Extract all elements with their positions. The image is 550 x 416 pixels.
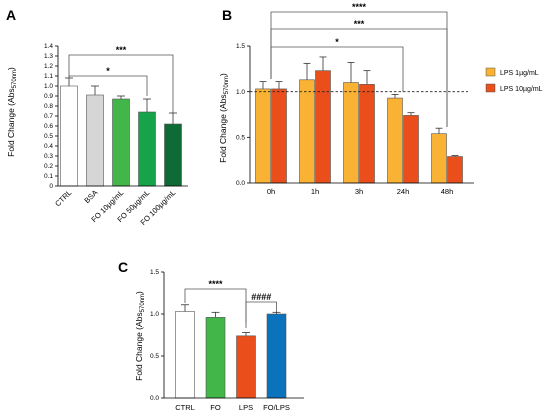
- bar: [138, 111, 156, 187]
- significance-label-1: ***: [354, 19, 365, 29]
- y-axis-label: Fold Change (Abs570nm): [134, 291, 146, 381]
- y-tick-label: 1.0: [150, 311, 159, 318]
- bar: [164, 123, 182, 187]
- significance-bracket-1: [68, 54, 174, 115]
- bar-series-2: [359, 84, 375, 184]
- y-tick-label: 1.1: [44, 73, 53, 80]
- x-tick-label: 48h: [441, 187, 454, 196]
- significance-label-0: ****: [208, 279, 223, 289]
- bar: [60, 85, 78, 187]
- x-tick-label: 3h: [355, 187, 363, 196]
- x-tick-label: FO: [210, 403, 221, 412]
- bar-series-1: [387, 97, 403, 184]
- bar-series-2: [403, 115, 419, 184]
- legend-swatch: [485, 83, 496, 93]
- y-tick-label: 1.4: [44, 43, 53, 50]
- y-tick-label: 0.0: [236, 180, 245, 187]
- panel-letter-a: A: [6, 7, 16, 23]
- y-axis-label: Fold Change (Abs570nm): [218, 73, 230, 163]
- y-tick-label: 0.5: [44, 133, 53, 140]
- y-tick-label: 0: [49, 183, 53, 190]
- significance-bracket-1: [245, 301, 277, 328]
- bar-series-2: [315, 70, 331, 184]
- x-tick-label: CTRL: [53, 188, 73, 208]
- y-tick-label: 1.5: [236, 43, 245, 50]
- y-tick-label: 0.2: [44, 163, 53, 170]
- y-tick-label: 0.5: [150, 353, 159, 360]
- panel-letter-b: B: [222, 7, 232, 23]
- y-tick-label: 0.7: [44, 113, 53, 120]
- y-axis-label: Fold Change (Abs570nm): [6, 67, 18, 157]
- y-tick-label: 1.0: [236, 89, 245, 96]
- x-tick-label: 0h: [267, 187, 275, 196]
- bar-series-1: [255, 88, 271, 184]
- panel-letter-c: C: [118, 259, 128, 275]
- x-tick-label: 1h: [311, 187, 319, 196]
- chart-b: 0.00.51.01.50h 1h 3h 24h 48h********LPS 1µg/…: [218, 2, 543, 196]
- significance-label-0: *: [335, 37, 339, 47]
- y-tick-label: 0.0: [150, 395, 159, 402]
- significance-bracket-0: [270, 46, 404, 92]
- bar: [266, 313, 287, 399]
- significance-bracket-0: [68, 75, 148, 96]
- bar: [86, 94, 104, 187]
- significance-label-1: ####: [251, 292, 271, 302]
- significance-bracket-1: [270, 28, 448, 127]
- significance-label-0: *: [106, 66, 110, 76]
- y-tick-label: 0.1: [44, 173, 53, 180]
- x-tick-label: BSA: [82, 188, 99, 205]
- bar-series-1: [431, 133, 447, 184]
- x-tick-label: CTRL: [175, 403, 195, 412]
- x-tick-label: 24h: [397, 187, 410, 196]
- chart-a: 0 0.1 0.2 0.3 0.4 0.5 0.6 0.7 0.8 0.9 1.0 1.1 1.2 1.3…: [6, 43, 188, 227]
- y-tick-label: 0.3: [44, 153, 53, 160]
- y-tick-label: 1.3: [44, 53, 53, 60]
- bar: [175, 311, 195, 399]
- y-tick-label: 1.2: [44, 63, 53, 70]
- bar: [112, 98, 130, 187]
- bar-series-2: [447, 156, 463, 184]
- bar: [236, 335, 256, 399]
- chart-c: 0.0 0.5 1.0 1.5 CTRL FO LPS FO/LPS **** #### Fold …: [134, 269, 304, 412]
- bar: [205, 317, 226, 399]
- legend-swatch: [485, 67, 496, 77]
- y-tick-label: 0.9: [44, 93, 53, 100]
- x-tick-label: LPS: [239, 403, 253, 412]
- y-tick-label: 0.4: [44, 143, 53, 150]
- bar-series-1: [343, 82, 359, 184]
- bar-series-1: [299, 79, 315, 184]
- y-tick-label: 1.5: [150, 269, 159, 276]
- y-tick-label: 0.8: [44, 103, 53, 110]
- bar-series-2: [271, 88, 287, 184]
- x-tick-label: FO/LPS: [263, 403, 290, 412]
- significance-label-1: ***: [116, 45, 127, 55]
- significance-bracket-2: [270, 11, 448, 127]
- legend-label: LPS 1µg/mL: [500, 70, 539, 77]
- legend-label: LPS 10µg/mL: [500, 86, 543, 93]
- significance-label-2: ****: [352, 2, 367, 12]
- y-tick-label: 1.0: [44, 83, 53, 90]
- y-tick-label: 0.5: [236, 135, 245, 142]
- y-tick-label: 0.6: [44, 123, 53, 130]
